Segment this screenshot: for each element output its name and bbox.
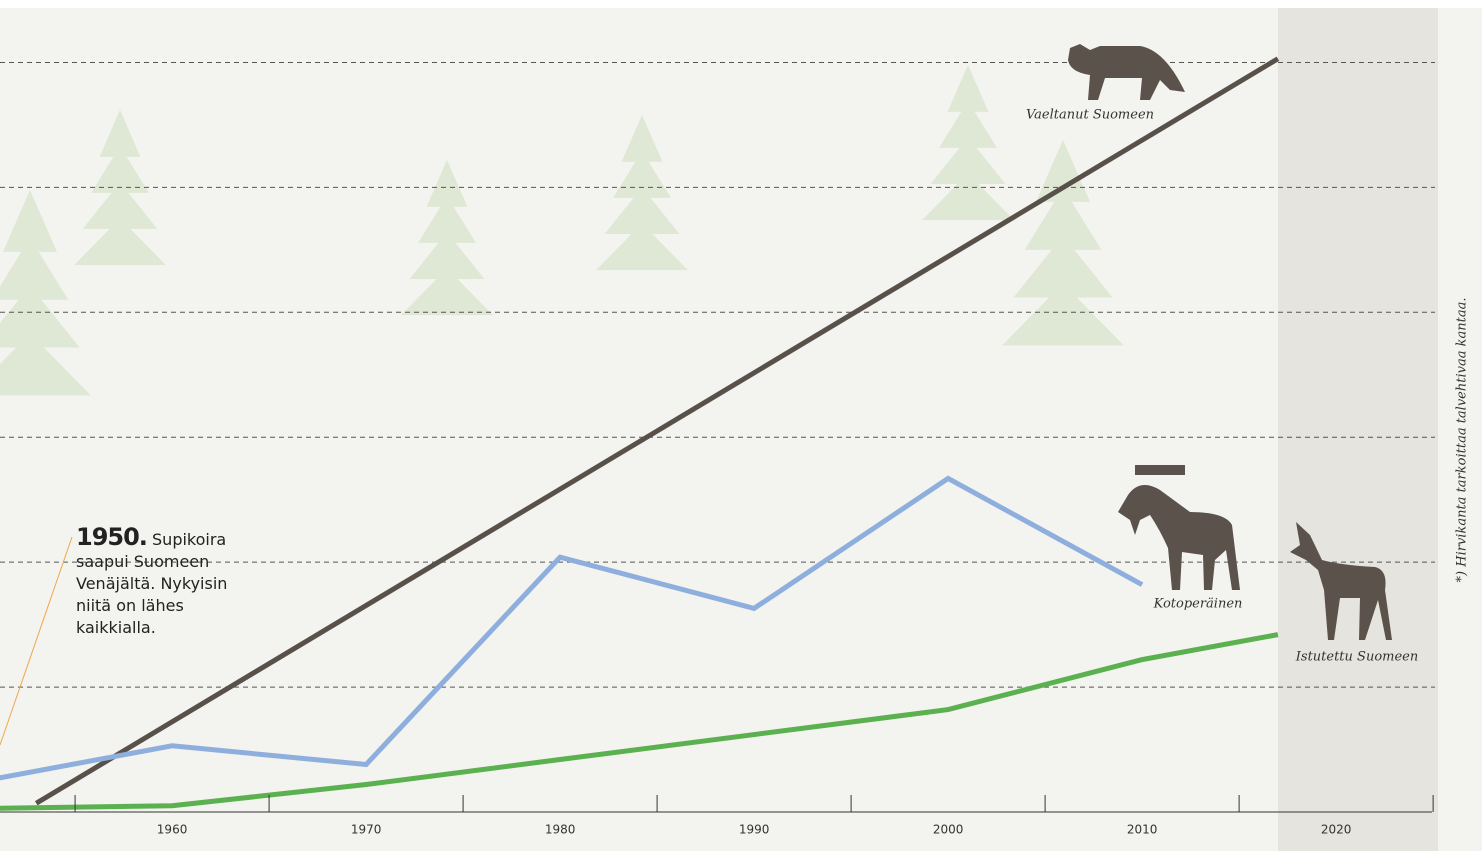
annotation: 1950. Supikoira saapui Suomeen Venäjältä… <box>76 526 256 639</box>
chart: 1960 1970 1980 1990 2000 2010 2020 *) Hirvikan… <box>0 0 1482 851</box>
x-tick-label: 2000 <box>933 823 964 837</box>
series-label: Kotoperäinen <box>1153 597 1243 612</box>
page: 1960 1970 1980 1990 2000 2010 2020 *) Hirvikan… <box>0 0 1482 851</box>
x-tick-label: 1960 <box>157 823 188 837</box>
shaded-region <box>1278 8 1438 851</box>
x-tick-label: 1990 <box>739 823 770 837</box>
x-tick-label: 2010 <box>1127 823 1158 837</box>
x-tick-label: 2020 <box>1321 823 1352 837</box>
x-tick-label: 1970 <box>351 823 382 837</box>
series-label: Vaeltanut Suomeen <box>1026 108 1154 123</box>
x-tick-label: 1980 <box>545 823 576 837</box>
footnote: *) Hirvikanta tarkoittaa talvehtivaa kan… <box>1455 298 1470 583</box>
annotation-year: 1950. <box>76 523 147 551</box>
series-label: Istutettu Suomeen <box>1295 650 1418 665</box>
plot-background <box>0 8 1482 851</box>
